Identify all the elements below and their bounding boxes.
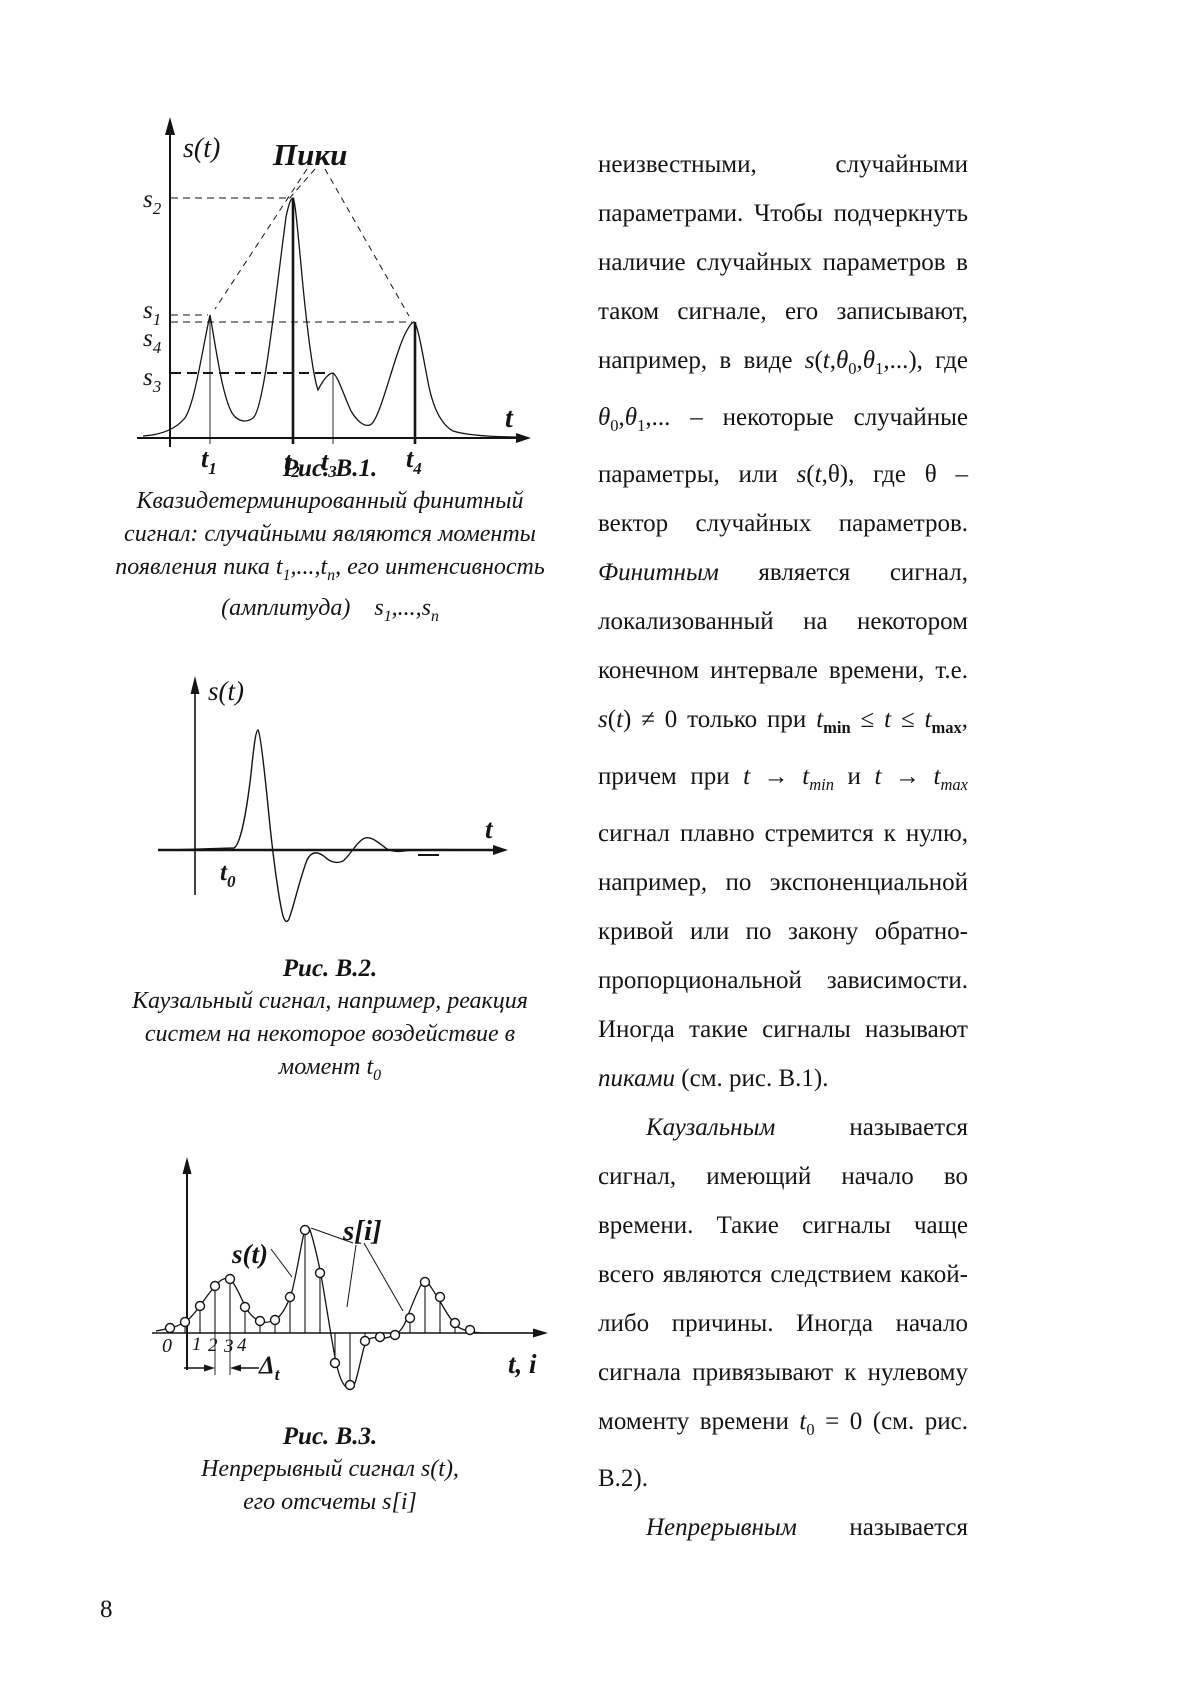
tick-label: 3	[223, 1336, 234, 1357]
figure-b2-caption: Рис. В.2. Каузальный сигнал, например, р…	[85, 952, 575, 1092]
signal-curve	[142, 197, 524, 438]
figure-b2-caption-text: Каузальный сигнал, например, реакция сист…	[132, 988, 528, 1084]
figure-b3-plot: s(t) s[i] t, i 0 1 2 3 4 Δt	[152, 1157, 548, 1391]
origin-label: 0	[162, 1335, 172, 1357]
peaks-pointer-line	[324, 168, 410, 317]
tick-label-t3: t3	[321, 447, 337, 481]
sample-stems	[169, 1230, 471, 1385]
x-axis-arrow-icon	[533, 1328, 548, 1338]
level-label-s4: s4	[143, 325, 162, 357]
figure-b1-caption: Рис. В.1. Квазидетерминированный финитны…	[85, 452, 575, 633]
tick-label: 1	[192, 1334, 202, 1355]
curve-label: s(t)	[231, 1239, 268, 1269]
tick-label: 4	[237, 1335, 247, 1356]
peaks-pointer-line	[214, 168, 308, 310]
curve-label-pointer	[270, 1248, 293, 1278]
tick-label: 2	[208, 1335, 218, 1356]
samples-label-pointer	[363, 1242, 404, 1312]
signal-curve	[169, 729, 503, 923]
figure-b3-caption: Рис. В.3. Непрерывный сигнал s(t), его от…	[85, 1420, 575, 1519]
y-axis-label: s(t)	[183, 133, 220, 164]
page-number: 8	[100, 1596, 113, 1623]
level-label-s2: s2	[143, 186, 162, 218]
figure-b3: s(t) s[i] t, i 0 1 2 3 4 Δt	[140, 1145, 570, 1412]
figure-b1: s(t) Пики t s2 s1 s4 s3 t1 t2 t3 t4	[125, 105, 540, 482]
figure-b1-caption-title: Рис. В.1.	[282, 455, 378, 482]
samples-label: s[i]	[342, 1215, 382, 1247]
x-axis-label: t	[485, 814, 494, 844]
y-axis-label: s(t)	[208, 676, 244, 706]
paragraph: Непрерывным называется	[646, 1514, 968, 1541]
x-axis-arrow-icon	[516, 433, 531, 443]
y-axis-arrow-icon	[165, 117, 175, 135]
paragraph: Каузальным называется сигнал, имеющий на…	[598, 1114, 968, 1492]
figure-b2: s(t) t t0	[140, 650, 520, 945]
samples-label-pointer	[310, 1227, 354, 1244]
paragraph: неизвестными, случайными параметрами. Чт…	[598, 151, 969, 1092]
figure-b3-caption-title: Рис. В.3.	[282, 1423, 378, 1450]
tick-label-t4: t4	[406, 444, 422, 478]
figure-b3-caption-text: Непрерывный сигнал s(t), его отсчеты s[i]	[201, 1456, 459, 1515]
x-axis-label: t	[505, 403, 514, 434]
level-label-s1: s1	[143, 297, 161, 329]
peaks-pointer-line	[287, 168, 316, 201]
y-axis-arrow-icon	[190, 676, 200, 694]
samples-label-pointer	[346, 1244, 357, 1308]
body-text-column: неизвестными, случайными параметрами. Чт…	[598, 140, 968, 1552]
figure-b1-plot: s(t) Пики t s2 s1 s4 s3 t1 t2 t3 t4	[137, 117, 531, 481]
delta-arrow-head-icon	[204, 1364, 215, 1372]
figure-b2-plot: s(t) t t0	[158, 676, 508, 923]
level-label-s3: s3	[143, 364, 161, 396]
delta-label: Δt	[258, 1352, 281, 1384]
signal-curve	[155, 1226, 538, 1389]
figure-b1-caption-text: Квазидетерминированный финитный сигнал: с…	[115, 488, 545, 625]
t0-label: t0	[220, 859, 236, 891]
y-axis-arrow-icon	[182, 1157, 192, 1174]
tick-label-t1: t1	[201, 444, 217, 478]
figure-b2-caption-title: Рис. В.2.	[282, 955, 378, 982]
x-axis-label: t, i	[508, 1349, 537, 1379]
sample-points	[164, 1224, 476, 1391]
tick-label-t2: t2	[284, 447, 300, 481]
peaks-title: Пики	[272, 137, 347, 172]
delta-arrow-head-icon	[230, 1364, 241, 1372]
